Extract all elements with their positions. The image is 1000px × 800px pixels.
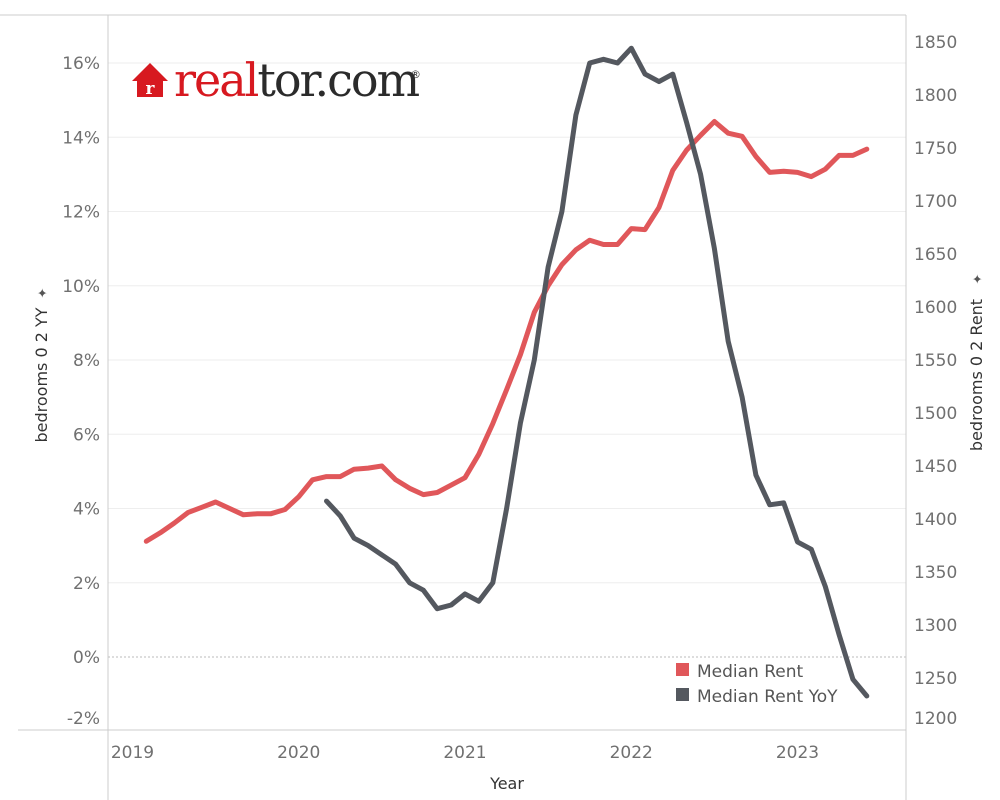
x-axis-ticks: 2019 2020 2021 2022 2023 — [111, 743, 819, 763]
logo-wordmark-real: real — [174, 53, 259, 107]
y-tick-label-right: 1800 — [914, 86, 957, 106]
left-axis-title: bedrooms 0 2 YY — [32, 307, 51, 442]
right-axis-title: bedrooms 0 2 Rent — [967, 299, 986, 451]
y-tick-label-left: 6% — [73, 425, 100, 445]
y-tick-label-left: 0% — [73, 648, 100, 668]
y-tick-label-left: 12% — [62, 203, 100, 223]
x-tick-label: 2021 — [443, 743, 486, 763]
x-tick-label: 2019 — [111, 743, 154, 763]
y-tick-label-right: 1250 — [914, 669, 957, 689]
pin-icon[interactable]: ✦ — [36, 287, 51, 298]
x-tick-label: 2022 — [610, 743, 653, 763]
y-tick-label-right: 1300 — [914, 616, 957, 636]
y-tick-label-right: 1450 — [914, 457, 957, 477]
legend-label-median-rent-yoy: Median Rent YoY — [697, 687, 838, 707]
legend-swatch-median-rent — [676, 663, 689, 676]
right-axis-title-group: bedrooms 0 2 Rent ✦ — [967, 273, 986, 451]
y-tick-label-left: 2% — [73, 574, 100, 594]
gridlines — [108, 62, 906, 658]
legend-swatch-median-rent-yoy — [676, 688, 689, 701]
x-tick-label: 2020 — [277, 743, 320, 763]
house-r-icon: r — [132, 63, 168, 99]
realtor-logo: r realtor.com ® — [132, 53, 422, 107]
x-tick-label: 2023 — [776, 743, 819, 763]
house-glyph: r — [146, 79, 156, 99]
left-axis-title-group: bedrooms 0 2 YY ✦ — [32, 287, 51, 442]
logo-wordmark: realtor.com — [174, 53, 420, 107]
left-axis-ticks: 16% 14% 12% 10% 8% 6% 4% 2% 0% -2% — [62, 54, 100, 729]
y-tick-label-left: 4% — [73, 500, 100, 520]
y-tick-label-right: 1700 — [914, 192, 957, 212]
series-line-median-rent-yoy — [324, 45, 870, 699]
pin-icon[interactable]: ✦ — [971, 273, 986, 284]
legend: Median Rent Median Rent YoY — [676, 662, 838, 707]
y-tick-label-left: 10% — [62, 277, 100, 297]
y-tick-label-right: 1200 — [914, 709, 957, 729]
y-tick-label-right: 1650 — [914, 245, 957, 265]
y-tick-label-right: 1400 — [914, 510, 957, 530]
right-axis-ticks: 1850 1800 1750 1700 1650 1600 1550 1500 1450 1400… — [914, 33, 957, 729]
y-tick-label-left: 16% — [62, 54, 100, 74]
y-tick-label-right: 1550 — [914, 351, 957, 371]
y-tick-label-right: 1750 — [914, 139, 957, 159]
y-tick-label-left: 14% — [62, 128, 100, 148]
y-tick-label-right: 1600 — [914, 298, 957, 318]
y-tick-label-right: 1850 — [914, 33, 957, 53]
x-axis-title: Year — [489, 774, 524, 793]
legend-label-median-rent: Median Rent — [697, 662, 804, 682]
registered-mark: ® — [410, 68, 421, 81]
y-tick-label-left: 8% — [73, 351, 100, 371]
logo-wordmark-tor: tor.com — [257, 53, 419, 107]
series-line-median-rent — [143, 119, 870, 544]
y-tick-label-right: 1500 — [914, 404, 957, 424]
y-tick-label-left: -2% — [67, 709, 100, 729]
y-tick-label-right: 1350 — [914, 563, 957, 583]
